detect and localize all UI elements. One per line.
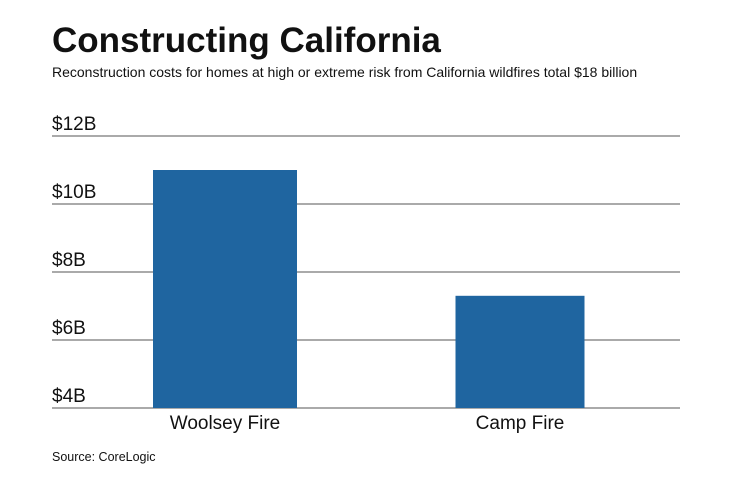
source: Source: CoreLogic — [52, 450, 156, 464]
bar — [455, 295, 585, 408]
chart-subtitle: Reconstruction costs for homes at high o… — [52, 64, 637, 80]
x-tick-label: Woolsey Fire — [170, 413, 281, 434]
y-tick-label: $4B — [52, 386, 86, 407]
x-tick-label: Camp Fire — [476, 413, 565, 434]
chart-title: Constructing California — [52, 21, 441, 60]
y-tick-label: $6B — [52, 318, 86, 339]
y-tick-label: $8B — [52, 250, 86, 271]
bar — [153, 170, 297, 408]
y-tick-label: $10B — [52, 182, 96, 203]
y-tick-label: $12B — [52, 114, 96, 135]
